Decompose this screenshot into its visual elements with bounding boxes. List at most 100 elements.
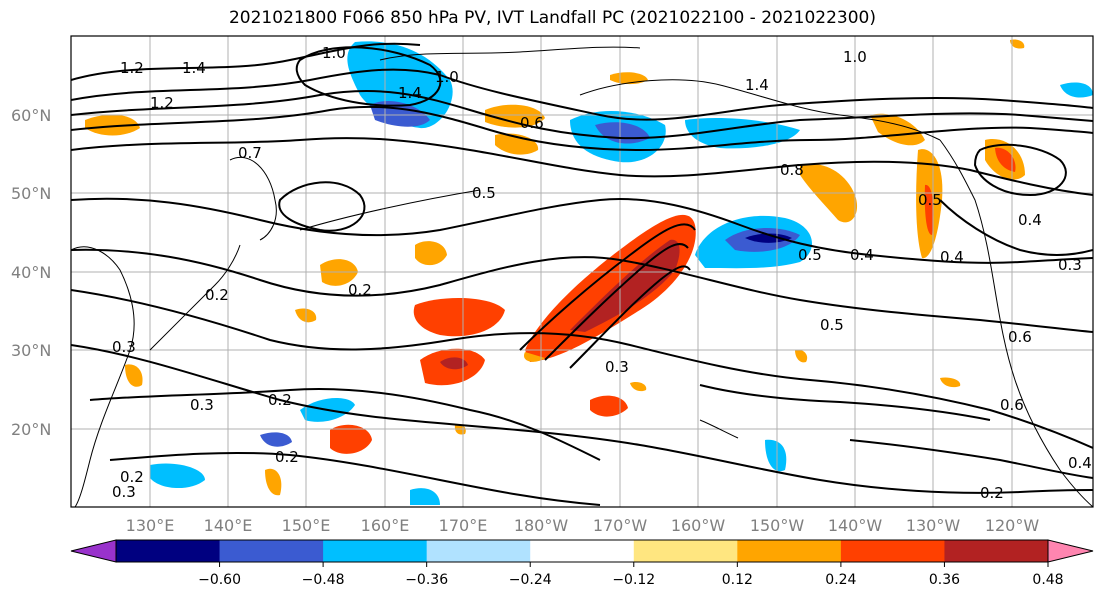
coast-aleutians: [299, 189, 481, 231]
contour-label: 0.8: [780, 161, 804, 179]
lon-label: 140°E: [204, 516, 253, 535]
pos-anomaly-small5: [630, 381, 647, 392]
colorbar-tick-label: 0.48: [1032, 572, 1063, 588]
lon-label: 170°E: [439, 516, 488, 535]
lon-label: 150°W: [750, 516, 805, 535]
colorbar-tick-label: −0.60: [198, 572, 241, 588]
colorbar-tick-label: −0.24: [509, 572, 552, 588]
pos-anomaly-south-w2: [265, 468, 282, 496]
contour-upper-mid: [71, 137, 1093, 196]
contour-label: 0.2: [268, 391, 292, 409]
graticule: [71, 36, 1093, 507]
pos-anomaly-nw: [85, 114, 140, 136]
lon-label: 180°W: [514, 516, 569, 535]
colorbar-swatch: [633, 540, 738, 562]
contour-ar-3: [569, 265, 691, 369]
neg-anomaly-ne: [1060, 82, 1093, 98]
colorbar-tick-label: −0.12: [612, 572, 655, 588]
contour-label: 0.7: [238, 144, 262, 162]
contour-label: 0.5: [798, 246, 822, 264]
colorbar-swatch: [426, 540, 531, 562]
contour-label: 1.4: [398, 84, 422, 102]
contour-label: 0.4: [1018, 211, 1042, 229]
contour-label: 1.2: [120, 59, 144, 77]
colorbar-swatch: [530, 540, 635, 562]
colorbar-swatch: [219, 540, 324, 562]
contour-label: 0.2: [205, 286, 229, 304]
coast-kamchatka: [229, 156, 277, 241]
colorbar-tick-label: −0.36: [405, 572, 448, 588]
colorbar: −0.60 −0.48 −0.36 −0.24 −0.12 0.12 0.24 0.36 0.4…: [70, 539, 1094, 588]
contour-sub2: [849, 439, 1093, 479]
lat-label: 30°N: [11, 341, 51, 360]
neg-anomaly-south5: [410, 488, 440, 505]
colorbar-swatch: [323, 540, 428, 562]
contour-label: 0.4: [940, 248, 964, 266]
coast-arctic: [379, 46, 641, 61]
contour-ar-2: [544, 243, 689, 361]
lat-label: 20°N: [11, 420, 51, 439]
longitude-labels: 130°E 140°E 150°E 160°E 170°E 180°W 170°…: [126, 516, 1040, 535]
contour-label: 0.6: [1000, 396, 1024, 414]
contour-label: 0.3: [605, 358, 629, 376]
contour-loop-west: [278, 181, 366, 232]
colorbar-swatch: [944, 540, 1049, 562]
contour-label: 1.4: [745, 76, 769, 94]
contour-label: 0.5: [472, 184, 496, 202]
contour-label: 0.6: [520, 114, 544, 132]
pos-anomaly-mid2-core: [440, 357, 468, 370]
colorbar-tick-label: 0.24: [825, 572, 856, 588]
contour-label: 0.3: [1058, 256, 1082, 274]
contour-label: 0.4: [850, 246, 874, 264]
coast-asia: [71, 246, 135, 507]
pos-anomaly-ar: [525, 214, 696, 362]
colorbar-outline: [115, 539, 1049, 563]
lat-label: 60°N: [11, 106, 51, 125]
contour-mid2: [71, 248, 1093, 333]
map-frame: [70, 35, 1094, 508]
colorbar-swatch: [737, 540, 842, 562]
lon-label: 160°E: [361, 516, 410, 535]
lon-label: 140°W: [828, 516, 883, 535]
pos-anomaly-east-core: [995, 147, 1016, 172]
lon-label: 130°W: [906, 516, 961, 535]
pos-anomaly-small6: [1010, 39, 1025, 49]
contour-label: 1.0: [843, 48, 867, 66]
contour-label: 0.2: [275, 448, 299, 466]
contour-east-loop: [973, 143, 1067, 197]
contour-label: 0.5: [918, 191, 942, 209]
latitude-labels: 60°N 50°N 40°N 30°N 20°N: [11, 106, 51, 439]
pos-anomaly-mid1: [413, 298, 505, 337]
lon-label: 150°E: [282, 516, 331, 535]
contour-label: 0.4: [1068, 454, 1092, 472]
pos-anomaly-north: [485, 104, 545, 128]
contour-north2: [71, 68, 1093, 121]
contour-labels: 1.2 1.4 1.2 1.0 1.4 1.0 0.6 1.0 1.4 0.7 …: [112, 44, 1092, 502]
lat-label: 50°N: [11, 184, 51, 203]
contour-label: 0.3: [112, 483, 136, 501]
coast-nw-america: [939, 139, 1093, 507]
neg-anomaly-south4: [765, 439, 787, 472]
contour-ar-1: [519, 223, 696, 351]
colorbar-tick-label: −0.48: [302, 572, 345, 588]
contour-mid3: [71, 289, 1093, 449]
contour-east2: [939, 199, 1093, 256]
contour-sub1: [699, 384, 991, 421]
contour-north1: [71, 42, 421, 81]
lon-label: 170°W: [593, 516, 648, 535]
pos-anomaly-sw: [330, 424, 372, 454]
contour-mid4: [71, 344, 1093, 494]
contour-label: 1.0: [435, 68, 459, 86]
contour-label: 1.0: [322, 44, 346, 62]
coast-hawaii: [699, 419, 739, 439]
coastlines: [71, 46, 1093, 507]
pos-anomaly-west2: [415, 241, 447, 266]
map-title: 2021021800 F066 850 hPa PV, IVT Landfall…: [228, 8, 876, 28]
pos-anomaly-small4: [940, 377, 961, 388]
contour-label: 0.3: [112, 338, 136, 356]
contour-label: 0.3: [190, 396, 214, 414]
pos-anomaly-sw2: [590, 395, 628, 417]
colorbar-tick-label: 0.12: [722, 572, 753, 588]
coast-alaska: [579, 79, 941, 141]
